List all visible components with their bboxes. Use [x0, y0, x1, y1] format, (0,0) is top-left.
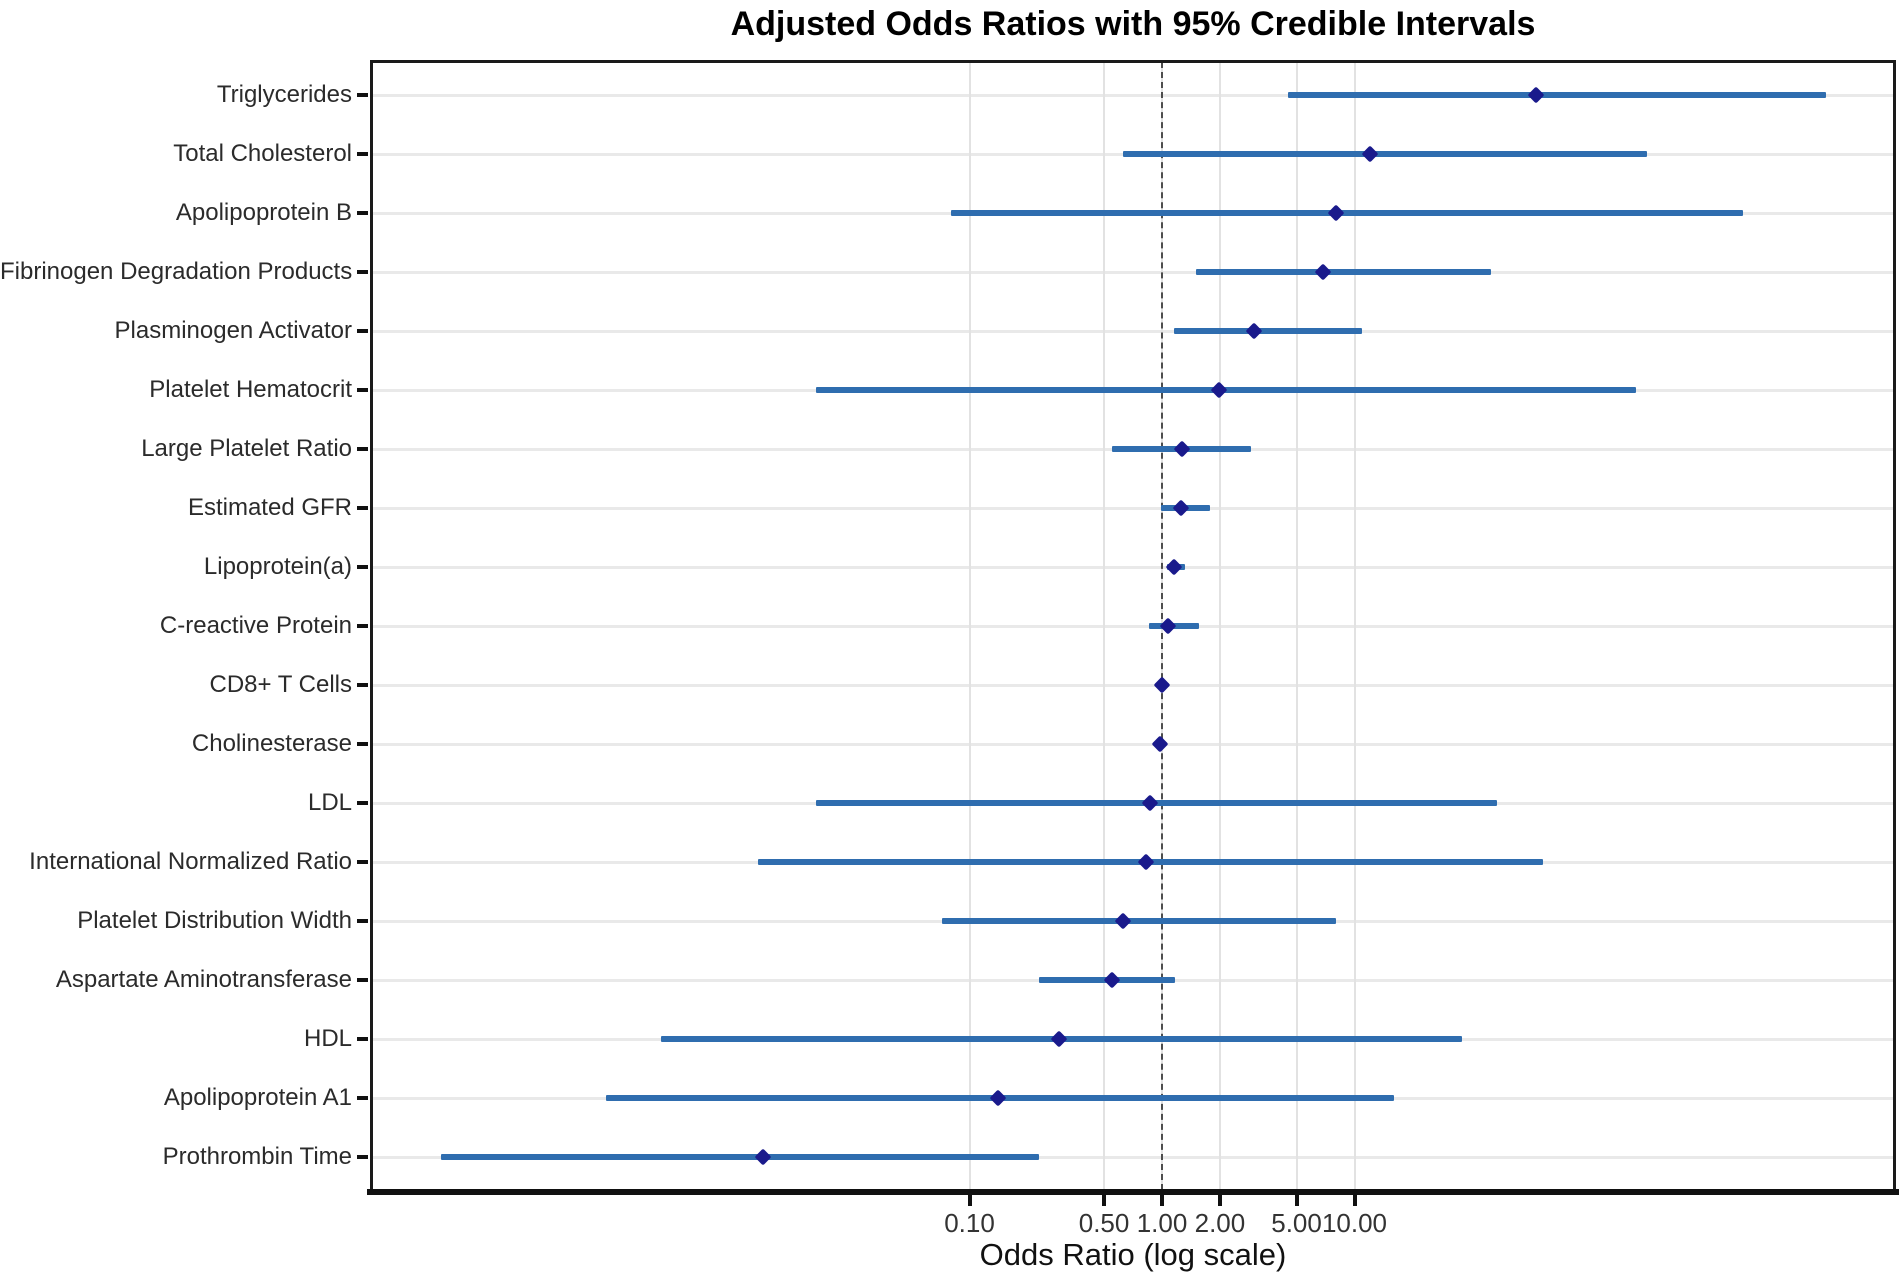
- x-tick-label: 1.00: [1136, 1208, 1188, 1238]
- h-gridline: [372, 566, 1894, 569]
- y-axis-label: Lipoprotein(a): [203, 553, 352, 580]
- y-tick: [357, 978, 368, 982]
- v-gridline: [968, 62, 971, 1190]
- y-tick: [357, 860, 368, 864]
- h-gridline: [372, 330, 1894, 333]
- ci-bar: [441, 1154, 1040, 1160]
- ci-bar: [942, 918, 1336, 924]
- ci-bar: [950, 210, 1743, 216]
- y-axis-label: Apolipoprotein A1: [163, 1084, 352, 1111]
- y-axis-label: Cholinesterase: [191, 730, 352, 757]
- ci-bar: [1287, 92, 1826, 98]
- h-gridline: [372, 94, 1894, 97]
- x-tick: [1102, 1195, 1107, 1206]
- h-gridline: [372, 625, 1894, 628]
- y-tick: [357, 152, 368, 156]
- y-axis-label: Platelet Hematocrit: [149, 376, 352, 403]
- y-tick: [357, 447, 368, 451]
- y-tick: [357, 683, 368, 687]
- v-gridline: [1295, 62, 1298, 1190]
- x-tick: [967, 1195, 972, 1206]
- v-gridline: [1218, 62, 1221, 1190]
- y-tick: [357, 624, 368, 628]
- h-gridline: [372, 271, 1894, 274]
- y-tick: [357, 388, 368, 392]
- y-tick: [357, 801, 368, 805]
- ci-bar: [1195, 269, 1491, 275]
- h-gridline: [372, 507, 1894, 510]
- y-axis-label: Aspartate Aminotransferase: [55, 966, 352, 993]
- v-gridline: [1103, 62, 1106, 1190]
- y-tick: [357, 270, 368, 274]
- y-tick: [357, 919, 368, 923]
- x-tick: [1294, 1195, 1299, 1206]
- ci-bar: [1173, 328, 1363, 334]
- panel-border: [370, 60, 1896, 1192]
- y-axis-label: Prothrombin Time: [162, 1143, 352, 1170]
- y-axis-label: Fibrinogen Degradation Products: [0, 258, 353, 285]
- y-axis-label: International Normalized Ratio: [29, 848, 352, 875]
- x-tick: [1352, 1195, 1357, 1206]
- x-tick-label: 0.50: [1078, 1208, 1130, 1238]
- y-axis-label: LDL: [307, 789, 352, 816]
- x-tick: [1217, 1195, 1222, 1206]
- y-axis-label: Platelet Distribution Width: [77, 907, 352, 934]
- y-tick: [357, 565, 368, 569]
- y-axis-label: Total Cholesterol: [173, 140, 352, 167]
- ci-bar: [1123, 151, 1647, 157]
- y-tick: [357, 1096, 368, 1100]
- x-tick-label: 2.00: [1194, 1208, 1246, 1238]
- h-gridline: [372, 684, 1894, 687]
- y-axis-label: Large Platelet Ratio: [141, 435, 352, 462]
- y-axis-label: HDL: [303, 1025, 352, 1052]
- y-tick: [357, 329, 368, 333]
- x-axis-title: Odds Ratio (log scale): [979, 1237, 1287, 1272]
- h-gridline: [372, 743, 1894, 746]
- x-tick-label: 10.00: [1321, 1208, 1388, 1238]
- y-axis-label: Triglycerides: [216, 81, 352, 108]
- v-gridline: [1353, 62, 1356, 1190]
- y-tick: [357, 1155, 368, 1159]
- x-tick-label: 0.10: [944, 1208, 995, 1238]
- h-gridline: [372, 1156, 1894, 1159]
- chart-title: Adjusted Odds Ratios with 95% Credible I…: [730, 5, 1536, 43]
- y-axis-label: Apolipoprotein B: [175, 199, 352, 226]
- y-axis-label: Estimated GFR: [187, 494, 352, 521]
- y-tick: [357, 742, 368, 746]
- y-axis-label: C-reactive Protein: [159, 612, 352, 639]
- y-tick: [357, 211, 368, 215]
- y-axis-label: Plasminogen Activator: [114, 317, 352, 344]
- x-tick-label: 5.00: [1271, 1208, 1322, 1238]
- y-tick: [357, 93, 368, 97]
- y-axis-label: CD8+ T Cells: [209, 671, 353, 698]
- x-tick: [1160, 1195, 1164, 1206]
- x-axis-line: [367, 1189, 1899, 1195]
- y-tick: [357, 506, 368, 510]
- y-tick: [357, 1037, 368, 1041]
